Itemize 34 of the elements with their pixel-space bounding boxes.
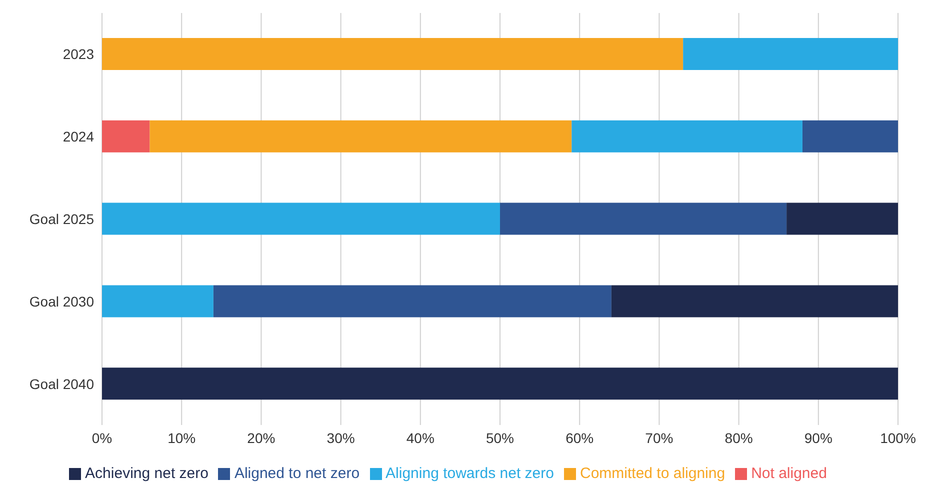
x-tick-label: 90% — [804, 430, 832, 446]
x-tick-label: 20% — [247, 430, 276, 446]
x-tick-label: 40% — [406, 430, 434, 446]
y-tick-label: 2023 — [62, 46, 94, 62]
legend-label: Not aligned — [751, 465, 827, 482]
x-tick-label: 10% — [168, 430, 196, 446]
x-tick-label: 0% — [92, 430, 112, 446]
bar — [102, 285, 214, 318]
bar — [102, 202, 500, 235]
x-tick-label: 60% — [566, 430, 594, 446]
x-tick-label: 50% — [486, 430, 514, 446]
y-tick-label: Goal 2025 — [29, 210, 94, 227]
x-tick-label: 30% — [326, 430, 355, 446]
y-tick-label: Goal 2030 — [29, 293, 94, 310]
y-tick-label: 2024 — [62, 128, 94, 145]
bar — [213, 285, 612, 318]
legend-label: Committed to aligning — [580, 465, 726, 482]
bar — [102, 368, 898, 400]
bar — [102, 38, 684, 70]
bar — [683, 38, 898, 70]
x-tick-label: 100% — [880, 430, 916, 446]
bar — [102, 120, 150, 152]
bar — [500, 202, 787, 235]
x-tick-label: 70% — [645, 430, 674, 446]
bar — [572, 120, 802, 152]
bar — [611, 285, 898, 318]
x-tick-label: 80% — [724, 430, 753, 446]
bar — [802, 120, 898, 152]
legend-label: Aligning towards net zero — [386, 465, 554, 482]
bar — [786, 202, 898, 235]
legend-label: Aligned to net zero — [234, 465, 360, 482]
y-tick-label: Goal 2040 — [29, 376, 94, 392]
legend-label: Achieving net zero — [85, 465, 208, 482]
bar — [150, 120, 572, 152]
